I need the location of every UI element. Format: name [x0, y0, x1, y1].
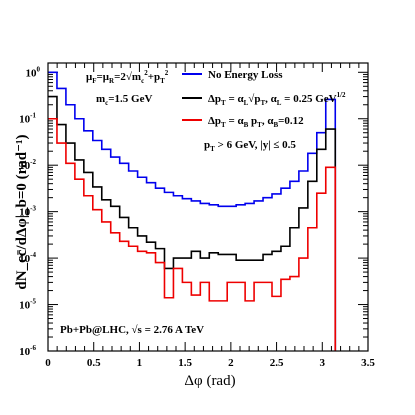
mass-c-sub: c	[105, 99, 108, 107]
bh-b-sub: B	[244, 121, 249, 129]
scale-plus-p: +p	[148, 71, 160, 83]
cut-p: p	[204, 139, 210, 151]
scale-annotation: μF=μR=2√mc2+pT2	[86, 69, 169, 85]
scale-f-sub: F	[92, 77, 96, 85]
scale-rest: =2√m	[114, 71, 141, 83]
x-tick-label: 1.5	[178, 357, 192, 369]
scale-c-sub: c	[141, 77, 144, 85]
tick-labels: 0 0.5 1 1.5 2 2.5 3 3.5 100 10-1 10-2 10-3 10-4 10-5 1…	[19, 65, 375, 369]
cut-rest: > 6 GeV, |y| ≤ 0.5	[215, 139, 297, 151]
scale-eq-mu: =μ	[97, 71, 110, 83]
bh-value: =0.12	[278, 115, 304, 127]
plot-frame	[47, 62, 369, 352]
y-tick-label: 10-4	[19, 251, 36, 265]
series-line-0	[48, 71, 337, 351]
x-tick-label: 1	[137, 357, 143, 369]
y-axis-title: dN_cc̄/dΔφ|_b=0 (rad⁻¹)	[14, 134, 30, 289]
series-line-2	[48, 117, 337, 351]
mass-value: =1.5 GeV	[108, 93, 152, 105]
lpm-l-sub: L	[244, 99, 249, 107]
collision-annotation: Pb+Pb@LHC, √s = 2.76 A TeV	[60, 324, 204, 336]
legend-label-no-loss: No Energy Loss	[208, 69, 283, 81]
lpm-t-sub: T	[221, 99, 226, 107]
y-tick-label: 10-1	[19, 112, 36, 126]
bh-p: p	[248, 115, 257, 127]
x-tick-label: 2	[228, 357, 234, 369]
mass-annotation: mc=1.5 GeV	[96, 93, 152, 107]
scale-sq2-sup: 2	[165, 69, 169, 77]
bh-t2-sub: T	[257, 121, 262, 129]
mass-m: m	[96, 93, 105, 105]
legend-label-bh: ΔpT = αB pT, αB=0.12	[208, 115, 304, 129]
lpm-exp-sup: 1/2	[337, 91, 346, 99]
series-layer	[48, 71, 337, 351]
bh-t-sub: T	[221, 121, 226, 129]
lpm-sqrt-p: √p	[248, 93, 260, 105]
bh-b2-sub: B	[273, 121, 278, 129]
x-tick-label: 0	[45, 357, 51, 369]
lpm-t2-sub: T	[260, 99, 265, 107]
lpm-comma-alpha: , α	[265, 93, 278, 105]
bh-dpt: Δp	[208, 115, 221, 127]
legend: No Energy Loss ΔpT = αL√pT, αL = 0.25 Ge…	[182, 69, 346, 153]
x-tick-label: 3.5	[361, 357, 375, 369]
legend-label-lpm: ΔpT = αL√pT, αL = 0.25 GeV1/2	[208, 91, 346, 107]
y-tick-label: 100	[26, 65, 41, 79]
lpm-eq-alpha: = α	[226, 93, 245, 105]
axis-ticks	[47, 63, 369, 352]
x-tick-label: 0.5	[87, 357, 101, 369]
y-tick-label: 10-5	[19, 298, 36, 312]
x-tick-label: 3	[320, 357, 326, 369]
kinematic-cut-annotation: pT > 6 GeV, |y| ≤ 0.5	[204, 139, 296, 153]
scale-r-sub: R	[109, 77, 115, 85]
bh-eq-alpha: = α	[226, 115, 245, 127]
scale-sq-sup: 2	[144, 69, 148, 77]
y-tick-label: 10-6	[19, 344, 36, 358]
y-tick-label: 10-3	[19, 205, 36, 219]
cut-t-sub: T	[210, 145, 215, 153]
bh-comma-alpha: , α	[262, 115, 275, 127]
series-line-1	[48, 95, 337, 351]
x-axis-title: Δφ (rad)	[184, 373, 235, 389]
lpm-l2-sub: L	[277, 99, 282, 107]
x-tick-label: 2.5	[270, 357, 284, 369]
lpm-dpt: Δp	[208, 93, 221, 105]
scale-mu-f: μ	[86, 71, 93, 83]
lpm-value: = 0.25 GeV	[281, 93, 336, 105]
y-tick-label: 10-2	[19, 158, 36, 172]
scale-t-sub: T	[160, 77, 165, 85]
